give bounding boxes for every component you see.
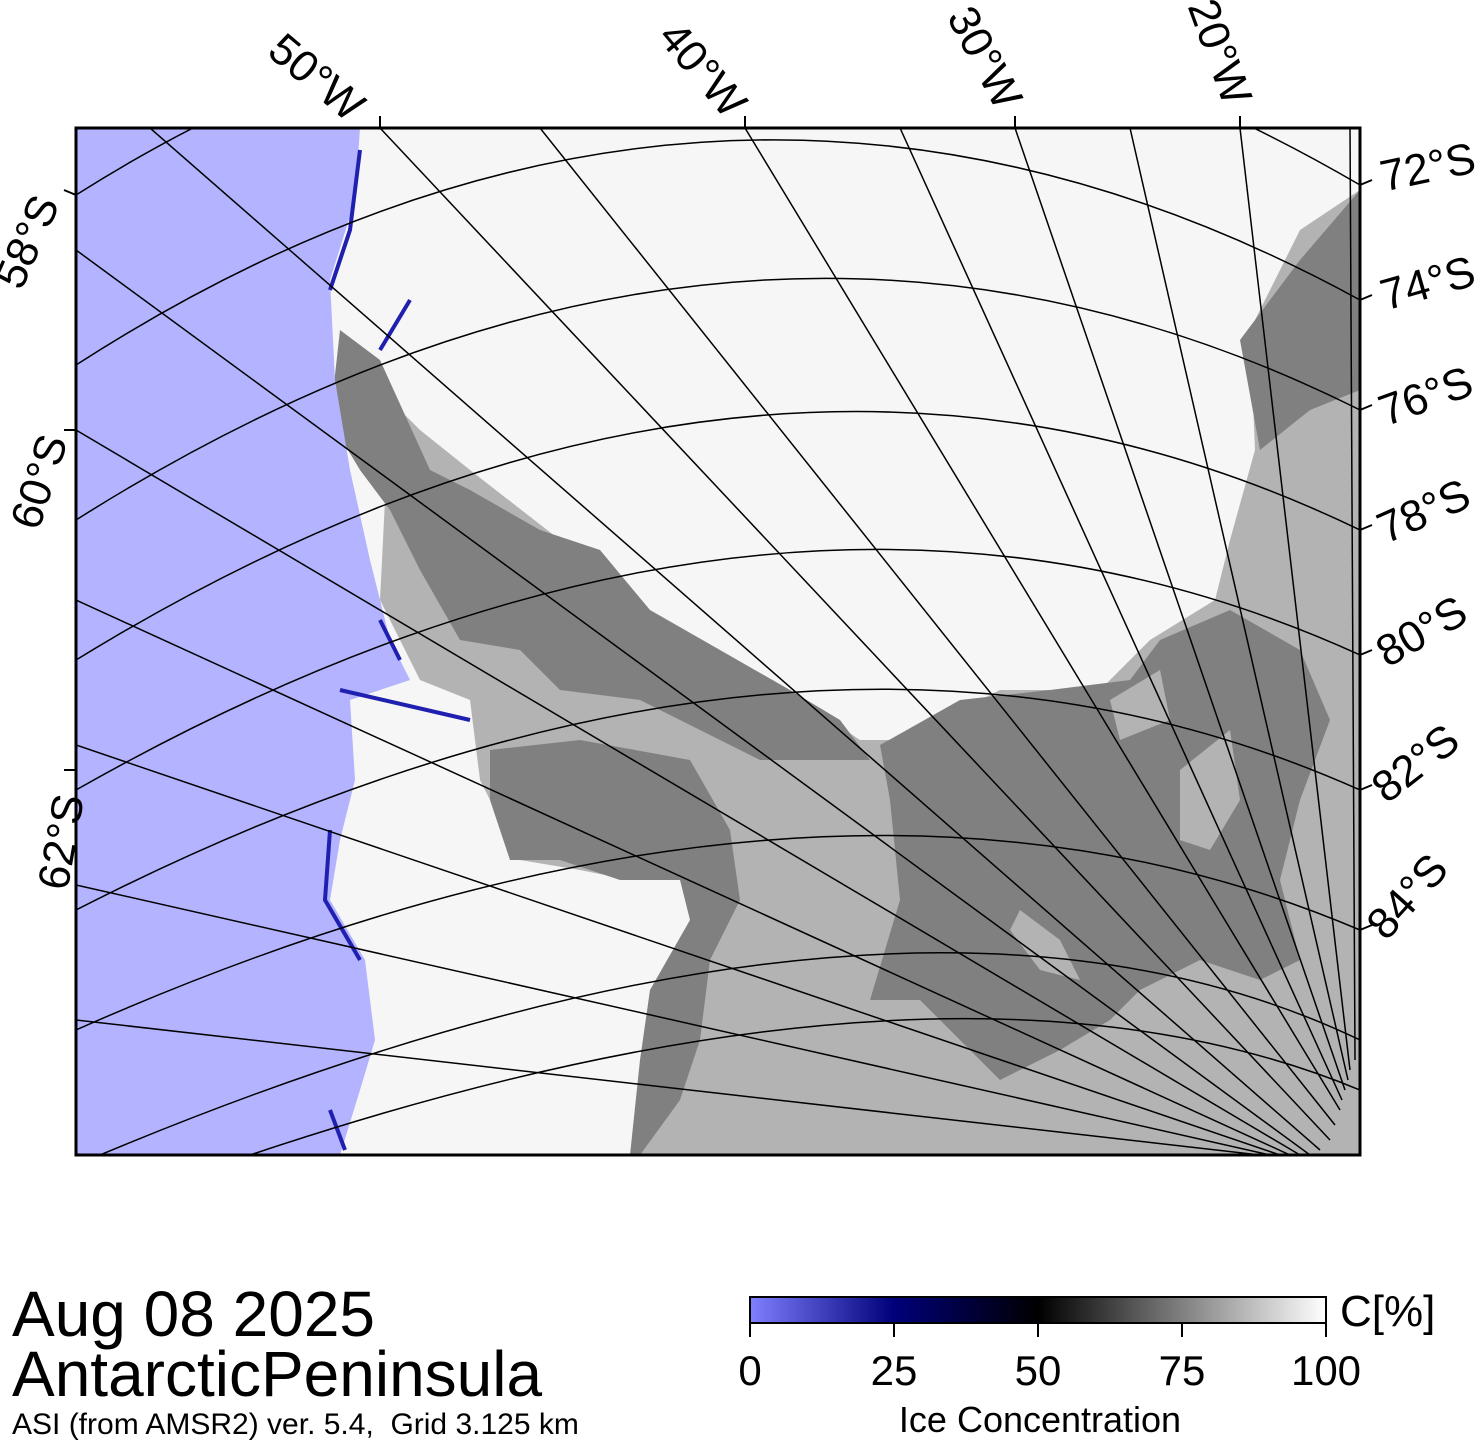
land-patch bbox=[1010, 910, 1080, 980]
sea-ice-region bbox=[76, 128, 1360, 1155]
colorbar-unit: C[%] bbox=[1340, 1287, 1436, 1336]
colorbar-label: Ice Concentration bbox=[898, 1399, 1182, 1440]
colorbar-tick-50: 50 bbox=[1014, 1347, 1062, 1394]
graticule bbox=[76, 128, 1360, 1155]
colorbar bbox=[749, 1296, 1327, 1324]
marginal-ice-zone bbox=[322, 149, 471, 1151]
colorbar-tick-100: 100 bbox=[1290, 1347, 1362, 1394]
ice-shelf-larsen bbox=[330, 330, 870, 760]
axis-ticks bbox=[63, 116, 1373, 931]
land-patch bbox=[1180, 730, 1240, 850]
colorbar-tick-75: 75 bbox=[1158, 1347, 1206, 1394]
map-frame bbox=[74, 126, 1362, 1157]
data-source: ASI (from AMSR2) ver. 5.4, Grid 3.125 km bbox=[12, 1408, 579, 1441]
ice-shelf-filchner bbox=[870, 610, 1330, 1080]
ice-shelf-ronne bbox=[490, 740, 740, 1155]
map-date: Aug 08 2025 bbox=[12, 1278, 375, 1350]
map-region: AntarcticPeninsula bbox=[12, 1338, 543, 1410]
colorbar-tick-25: 25 bbox=[870, 1347, 918, 1394]
colorbar-ticks bbox=[749, 1323, 1327, 1337]
colorbar-tick-0: 0 bbox=[738, 1347, 762, 1394]
